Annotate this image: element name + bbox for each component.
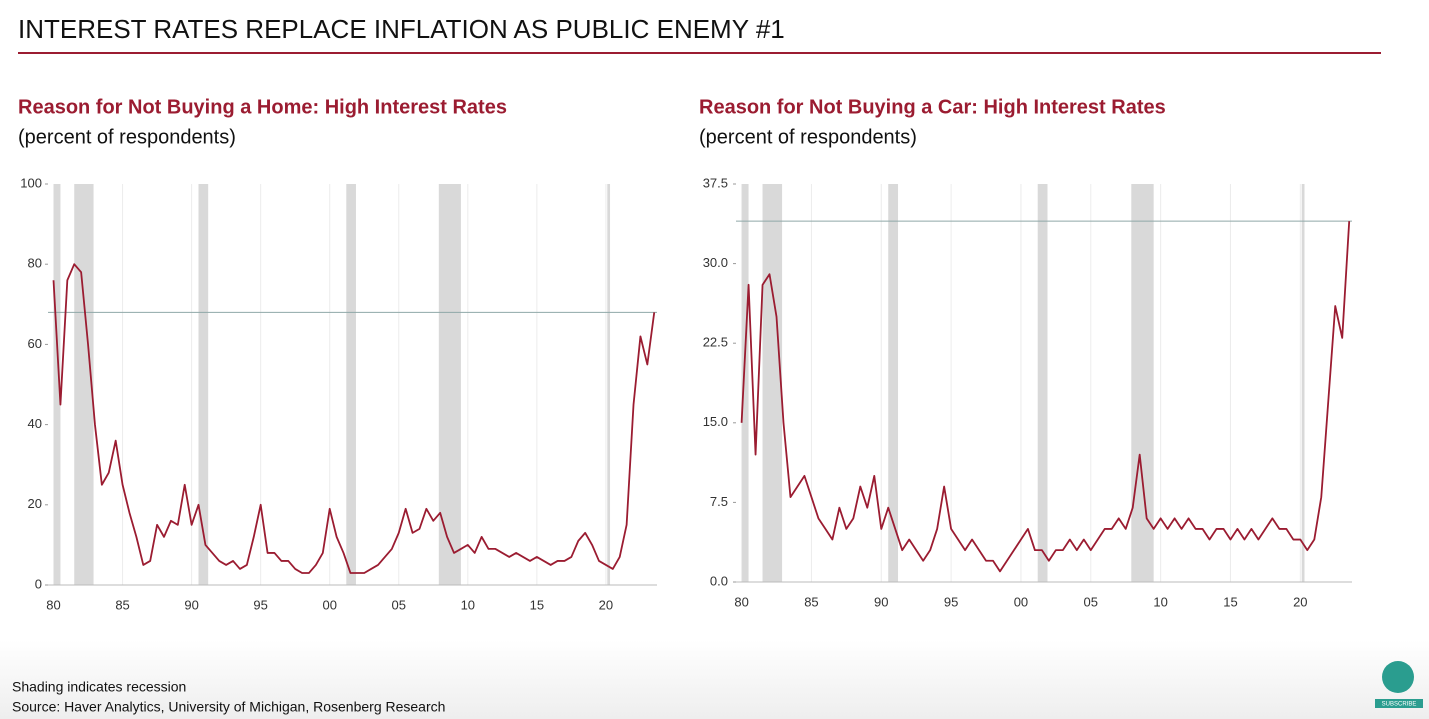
footer-background xyxy=(0,640,1429,719)
recession-band xyxy=(888,184,899,582)
recession-band xyxy=(198,184,209,585)
recession-band xyxy=(438,184,461,585)
y-tick-label: 80 xyxy=(28,256,42,271)
x-tick-label: 20 xyxy=(1293,594,1307,609)
y-tick-label: 0.0 xyxy=(710,573,728,588)
x-tick-label: 90 xyxy=(874,594,888,609)
footer-source: Source: Haver Analytics, University of M… xyxy=(12,699,445,715)
data-line xyxy=(740,221,1351,573)
chart-title: Reason for Not Buying a Home: High Inter… xyxy=(18,96,507,118)
subscribe-bar[interactable] xyxy=(1375,699,1423,708)
x-tick-label: 05 xyxy=(1084,594,1098,609)
data-line xyxy=(52,263,656,574)
x-tick-label: 00 xyxy=(1014,594,1028,609)
x-tick-label: 15 xyxy=(1223,594,1237,609)
y-tick-label: 60 xyxy=(28,336,42,351)
recession-band xyxy=(53,184,61,585)
recession-band xyxy=(607,184,611,585)
x-tick-label: 20 xyxy=(599,597,613,612)
recession-band xyxy=(741,184,749,582)
x-tick-label: 10 xyxy=(1153,594,1167,609)
y-tick-label: 30.0 xyxy=(703,255,728,270)
x-tick-label: 85 xyxy=(804,594,818,609)
y-tick-label: 22.5 xyxy=(703,335,728,350)
x-tick-label: 80 xyxy=(46,597,60,612)
chart-subtitle: (percent of respondents) xyxy=(18,126,236,148)
recession-band xyxy=(1037,184,1048,582)
y-tick-label: 0 xyxy=(35,576,42,591)
x-tick-label: 10 xyxy=(461,597,475,612)
x-tick-label: 00 xyxy=(322,597,336,612)
recession-band xyxy=(346,184,356,585)
y-tick-label: 37.5 xyxy=(703,175,728,190)
recession-band xyxy=(762,184,783,582)
x-tick-label: 90 xyxy=(184,597,198,612)
y-tick-label: 100 xyxy=(20,175,42,190)
y-tick-label: 20 xyxy=(28,496,42,511)
x-tick-label: 95 xyxy=(944,594,958,609)
x-tick-label: 80 xyxy=(734,594,748,609)
subscribe-badge[interactable]: SUBSCRIBE xyxy=(1375,661,1423,708)
y-tick-label: 40 xyxy=(28,416,42,431)
chart-title: Reason for Not Buying a Car: High Intere… xyxy=(699,96,1166,118)
subscribe-label[interactable]: SUBSCRIBE xyxy=(1382,702,1417,708)
subscribe-icon[interactable] xyxy=(1382,661,1414,693)
y-tick-label: 7.5 xyxy=(710,494,728,509)
recession-band xyxy=(1301,184,1305,582)
x-tick-label: 95 xyxy=(253,597,267,612)
x-tick-label: 15 xyxy=(530,597,544,612)
footer-note: Shading indicates recession xyxy=(12,679,186,695)
chart-subtitle: (percent of respondents) xyxy=(699,126,917,148)
recession-band xyxy=(74,184,94,585)
x-tick-label: 05 xyxy=(392,597,406,612)
x-tick-label: 85 xyxy=(115,597,129,612)
slide-title: INTEREST RATES REPLACE INFLATION AS PUBL… xyxy=(18,14,785,44)
y-tick-label: 15.0 xyxy=(703,414,728,429)
